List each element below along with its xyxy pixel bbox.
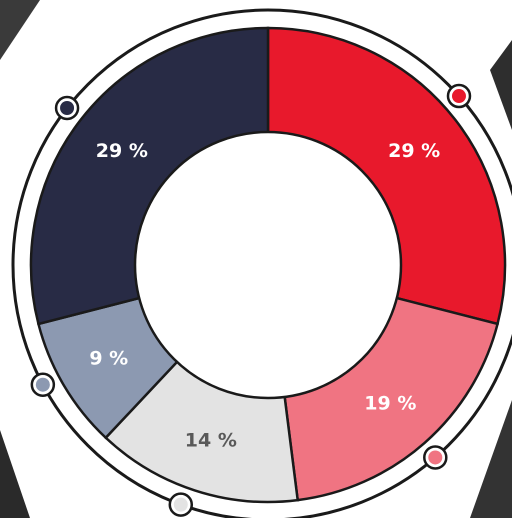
page: {"chart_data": {"type": "pie", "donut": …: [0, 0, 512, 518]
ring-dot-fill: [36, 378, 50, 392]
value-label: 19 %: [364, 392, 416, 414]
value-label: 29 %: [96, 140, 148, 162]
chart: 29 % 19 % 14 % 9 % 29 %: [0, 0, 512, 518]
donut-hole: [135, 132, 401, 398]
ring-dot-fill: [174, 498, 188, 512]
ring-dot-fill: [60, 101, 74, 115]
ring-dot-fill: [428, 450, 442, 464]
ring-dot-fill: [452, 89, 466, 103]
value-label: 14 %: [185, 429, 237, 451]
value-label: 29 %: [388, 140, 440, 162]
value-label: 9 %: [89, 348, 128, 370]
